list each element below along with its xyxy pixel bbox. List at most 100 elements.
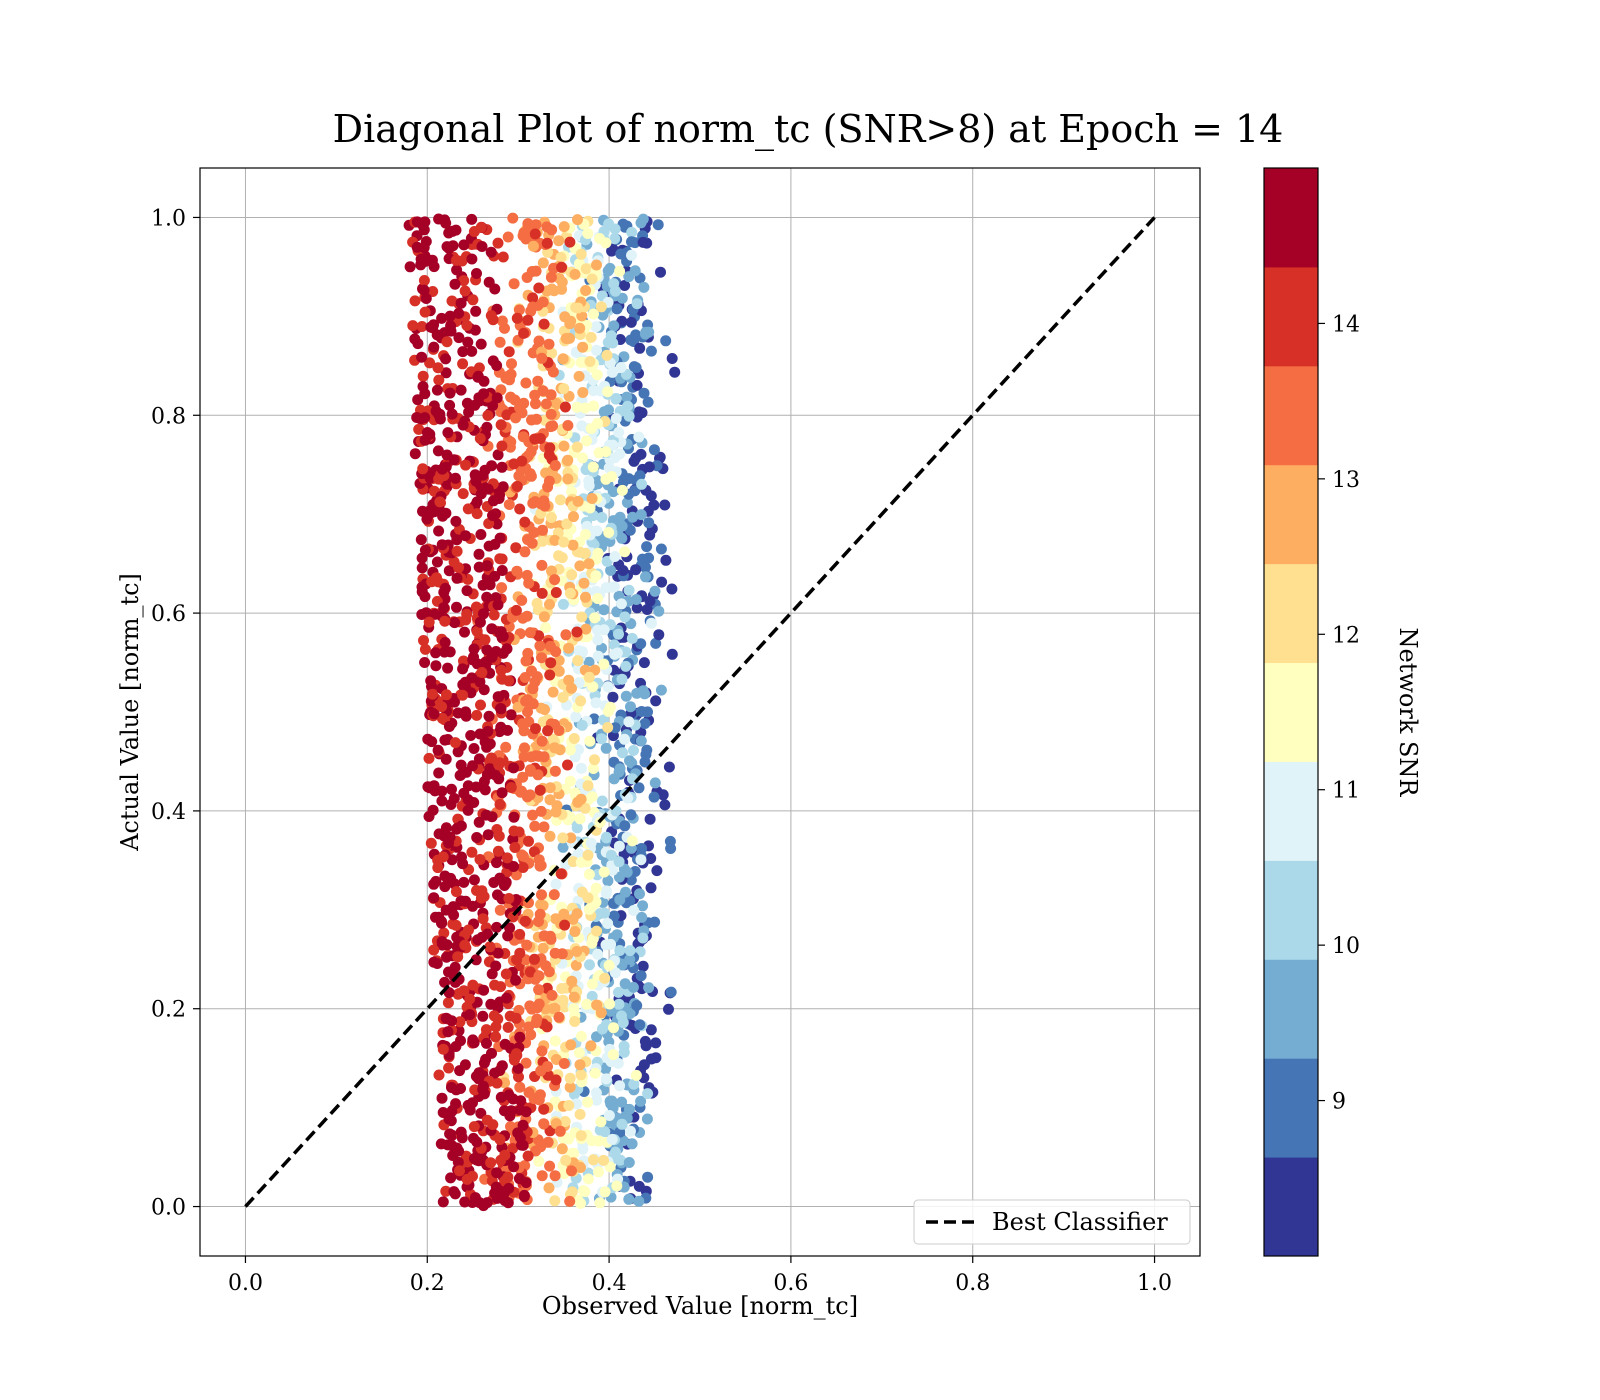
scatter-point	[473, 548, 485, 560]
scatter-point	[441, 951, 452, 963]
scatter-point	[637, 553, 648, 565]
scatter-point	[409, 448, 421, 460]
scatter-point	[438, 927, 450, 939]
scatter-point	[613, 856, 625, 868]
scatter-point	[530, 398, 541, 410]
scatter-point	[441, 689, 452, 701]
scatter-point	[635, 638, 647, 650]
scatter-point	[626, 1138, 638, 1150]
scatter-point	[505, 709, 517, 721]
scatter-point	[625, 701, 636, 713]
scatter-point	[617, 747, 628, 759]
scatter-point	[543, 338, 555, 350]
scatter-point	[584, 735, 596, 747]
scatter-point	[438, 602, 450, 614]
scatter-point	[469, 1084, 481, 1096]
scatter-point	[557, 598, 569, 610]
scatter-point	[491, 921, 503, 933]
x-axis-label: Observed Value [norm_tc]	[542, 1292, 858, 1320]
scatter-point	[473, 753, 485, 765]
scatter-point	[520, 695, 532, 707]
scatter-point	[608, 1022, 619, 1034]
scatter-point	[572, 655, 584, 667]
scatter-point	[530, 723, 541, 735]
scatter-point	[536, 1170, 548, 1182]
scatter-point	[417, 370, 429, 382]
scatter-point	[544, 794, 556, 806]
scatter-point	[633, 406, 645, 418]
scatter-point	[473, 816, 485, 828]
scatter-point	[544, 640, 556, 652]
scatter-point	[467, 760, 478, 772]
scatter-point	[575, 1130, 587, 1142]
scatter-point	[579, 402, 591, 414]
scatter-point	[621, 497, 633, 508]
scatter-point	[572, 214, 583, 226]
scatter-point	[528, 846, 540, 858]
scatter-point	[536, 535, 548, 547]
scatter-point	[433, 525, 445, 537]
x-tick-label: 0.6	[773, 1271, 808, 1296]
scatter-point	[611, 647, 623, 659]
scatter-point	[573, 677, 585, 689]
scatter-point	[514, 400, 526, 412]
scatter-point	[592, 624, 603, 636]
scatter-point	[424, 357, 436, 369]
scatter-point	[458, 787, 470, 799]
scatter-point	[575, 856, 587, 868]
scatter-point	[666, 648, 678, 660]
scatter-point	[436, 701, 448, 713]
scatter-point	[576, 611, 588, 623]
scatter-point	[471, 268, 482, 279]
scatter-point	[527, 347, 539, 359]
scatter-point	[623, 410, 635, 422]
scatter-point	[499, 1187, 511, 1198]
scatter-point	[449, 961, 461, 973]
scatter-point	[581, 520, 593, 532]
scatter-point	[467, 294, 479, 306]
scatter-point	[576, 886, 588, 898]
scatter-point	[450, 919, 462, 931]
scatter-point	[626, 236, 637, 248]
scatter-point	[444, 310, 456, 322]
scatter-point	[655, 266, 666, 278]
scatter-point	[550, 1074, 562, 1086]
scatter-point	[428, 261, 440, 273]
scatter-point	[513, 304, 525, 316]
scatter-point	[648, 791, 660, 803]
scatter-point	[482, 829, 494, 841]
scatter-point	[549, 1035, 561, 1047]
colorbar-segment	[1264, 860, 1318, 960]
scatter-point	[441, 478, 453, 490]
scatter-point	[534, 784, 546, 796]
scatter-point	[595, 301, 607, 313]
scatter-point	[404, 261, 416, 273]
scatter-point	[481, 591, 493, 603]
scatter-point	[614, 1080, 626, 1092]
scatter-point	[625, 809, 637, 821]
scatter-point	[526, 665, 537, 677]
scatter-point	[565, 1039, 577, 1051]
scatter-point	[510, 974, 522, 986]
scatter-point	[665, 986, 677, 998]
scatter-point	[437, 1196, 449, 1208]
scatter-point	[607, 864, 619, 876]
scatter-point	[492, 947, 504, 959]
scatter-point	[502, 1171, 514, 1183]
scatter-point	[538, 1103, 550, 1115]
scatter-point	[571, 441, 583, 453]
scatter-point	[468, 643, 480, 655]
scatter-point	[483, 710, 495, 722]
scatter-point	[558, 1058, 570, 1069]
scatter-point	[633, 431, 645, 443]
scatter-point	[494, 798, 506, 810]
scatter-point	[631, 602, 643, 614]
scatter-point	[539, 704, 550, 715]
scatter-point	[582, 228, 594, 239]
scatter-point	[423, 752, 435, 764]
scatter-point	[562, 759, 573, 771]
scatter-point	[455, 1083, 466, 1094]
scatter-point	[626, 632, 638, 644]
scatter-point	[642, 1171, 654, 1183]
scatter-point	[619, 733, 630, 745]
